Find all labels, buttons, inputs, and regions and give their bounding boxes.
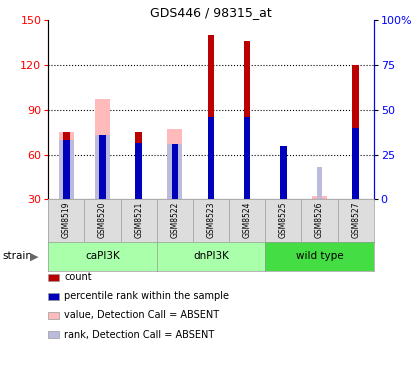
Text: caPI3K: caPI3K [85, 251, 120, 261]
Text: wild type: wild type [296, 251, 344, 261]
Text: dnPI3K: dnPI3K [193, 251, 229, 261]
Bar [95, 135, 110, 199]
Text: GSM8522: GSM8522 [171, 202, 179, 238]
Bar [99, 135, 106, 199]
Bar [136, 143, 142, 199]
Bar [59, 132, 74, 199]
Text: GSM8519: GSM8519 [62, 202, 71, 238]
Bar [317, 167, 323, 199]
Text: GSM8526: GSM8526 [315, 202, 324, 238]
Bar [63, 132, 70, 199]
Text: percentile rank within the sample: percentile rank within the sample [64, 291, 229, 302]
Text: value, Detection Call = ABSENT: value, Detection Call = ABSENT [64, 310, 219, 321]
Text: GSM8524: GSM8524 [243, 202, 252, 238]
Text: ▶: ▶ [30, 251, 39, 261]
Bar [167, 129, 182, 199]
Bar [95, 99, 110, 199]
Bar [208, 35, 214, 199]
Text: count: count [64, 272, 92, 283]
Bar [172, 144, 178, 199]
Bar [280, 146, 286, 199]
Bar [352, 65, 359, 199]
Bar [136, 132, 142, 199]
Text: strain: strain [2, 251, 32, 261]
Bar [244, 41, 250, 199]
Text: rank, Detection Call = ABSENT: rank, Detection Call = ABSENT [64, 329, 215, 340]
Bar [352, 128, 359, 199]
Text: GSM8520: GSM8520 [98, 202, 107, 238]
Bar [63, 140, 70, 199]
Bar [312, 197, 327, 199]
Text: GSM8523: GSM8523 [207, 202, 215, 238]
Bar [244, 117, 250, 199]
Text: GSM8525: GSM8525 [279, 202, 288, 238]
Title: GDS446 / 98315_at: GDS446 / 98315_at [150, 6, 272, 19]
Bar [59, 140, 74, 199]
Bar [167, 144, 182, 199]
Text: GSM8521: GSM8521 [134, 202, 143, 238]
Bar [208, 117, 214, 199]
Bar [280, 146, 286, 199]
Text: GSM8527: GSM8527 [351, 202, 360, 238]
